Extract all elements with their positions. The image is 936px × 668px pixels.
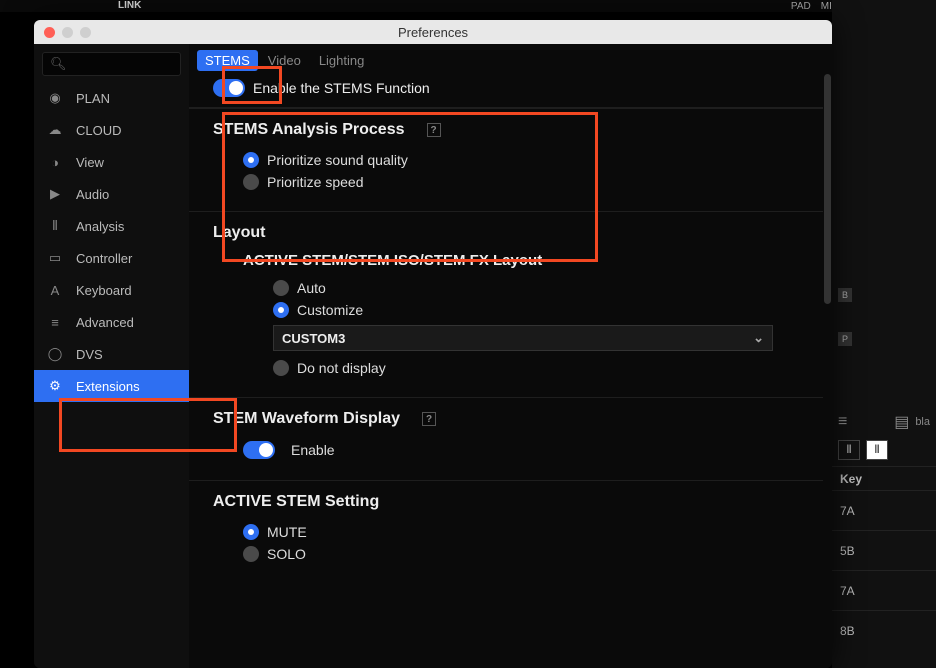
section-waveform: STEM Waveform Display ? Enable [189, 397, 832, 480]
radio-quality-label: Prioritize sound quality [267, 152, 408, 168]
radio-none[interactable] [273, 360, 289, 376]
dvs-icon: ◯ [46, 346, 64, 362]
analysis-title: STEMS Analysis Process [213, 121, 405, 139]
section-active-stem: ACTIVE STEM Setting MUTE SOLO [189, 480, 832, 583]
analysis-icon: ⦀ [46, 218, 64, 234]
scrollbar-thumb[interactable] [824, 74, 831, 304]
preferences-main: STEMSVideoLighting Enable the STEMS Func… [189, 44, 832, 668]
sidebar-item-advanced[interactable]: ≡ Advanced [34, 306, 189, 338]
sidebar-item-cloud[interactable]: ☁ CLOUD [34, 114, 189, 146]
preferences-dialog: Preferences 🔍︎ ◉ PLAN ☁ CLOUD ◑ View ▶ Audio ⦀ An… [34, 20, 832, 668]
section-layout: Layout ACTIVE STEM/STEM ISO/STEM FX Layo… [189, 211, 832, 397]
sidebar-item-label: Controller [76, 251, 132, 266]
tab-lighting[interactable]: Lighting [311, 50, 373, 71]
sidebar-item-extensions[interactable]: ⚙ Extensions [34, 370, 189, 402]
marker-b: B [838, 288, 852, 302]
audio-icon: ▶ [46, 186, 64, 202]
layout-title: Layout [213, 224, 808, 242]
active-setting-title: ACTIVE STEM Setting [213, 493, 808, 511]
key-row[interactable]: 8B [832, 610, 936, 650]
list-icon[interactable]: ≡ [838, 413, 847, 431]
columns-icon[interactable]: ▤ [894, 412, 909, 432]
search-container: 🔍︎ [42, 52, 181, 76]
chevron-down-icon: ⌄ [753, 330, 764, 346]
advanced-icon: ≡ [46, 315, 64, 330]
link-label: LINK [118, 0, 141, 11]
controller-icon: ▭ [46, 250, 64, 266]
sidebar-item-label: Extensions [76, 379, 140, 394]
radio-mute-label: MUTE [267, 524, 307, 540]
view-mode-a[interactable]: ⦀ [838, 440, 860, 460]
preferences-sidebar: 🔍︎ ◉ PLAN ☁ CLOUD ◑ View ▶ Audio ⦀ Analysis ▭ Contr… [34, 44, 189, 668]
sidebar-item-view[interactable]: ◑ View [34, 146, 189, 178]
key-header: Key [832, 466, 936, 490]
sidebar-item-analysis[interactable]: ⦀ Analysis [34, 210, 189, 242]
extensions-icon: ⚙ [46, 378, 64, 394]
key-row[interactable]: 7A [832, 490, 936, 530]
sidebar-item-label: DVS [76, 347, 103, 362]
sidebar-item-label: Keyboard [76, 283, 132, 298]
sidebar-item-audio[interactable]: ▶ Audio [34, 178, 189, 210]
sidebar-item-label: View [76, 155, 104, 170]
scrollbar[interactable] [823, 74, 832, 668]
pad-label: PAD [791, 1, 811, 12]
view-mode-b[interactable]: ⦀ [866, 440, 888, 460]
keyboard-icon: A [46, 283, 64, 298]
view-icon: ◑ [46, 155, 64, 170]
radio-none-label: Do not display [297, 360, 386, 376]
sidebar-item-label: PLAN [76, 91, 110, 106]
tabs: STEMSVideoLighting [189, 44, 832, 75]
maximize-icon[interactable] [80, 27, 91, 38]
custom-layout-select[interactable]: CUSTOM3 ⌄ [273, 325, 773, 351]
minimize-icon[interactable] [62, 27, 73, 38]
plan-icon: ◉ [46, 90, 64, 106]
enable-stems-toggle[interactable] [213, 79, 245, 97]
waveform-enable-toggle[interactable] [243, 441, 275, 459]
titlebar[interactable]: Preferences [34, 20, 832, 44]
sidebar-item-label: Advanced [76, 315, 134, 330]
enable-stems-label: Enable the STEMS Function [253, 80, 430, 96]
radio-customize-label: Customize [297, 302, 363, 318]
radio-auto-label: Auto [297, 280, 326, 296]
radio-customize[interactable] [273, 302, 289, 318]
help-icon[interactable]: ? [422, 412, 436, 426]
right-panel: B P ≡ ▤ bla ⦀ ⦀ Key 7A 5B 7A 8B [832, 0, 936, 668]
dialog-title: Preferences [34, 25, 832, 40]
radio-solo-label: SOLO [267, 546, 306, 562]
key-row[interactable]: 5B [832, 530, 936, 570]
sidebar-item-controller[interactable]: ▭ Controller [34, 242, 189, 274]
bla-label: bla [915, 416, 930, 428]
radio-solo[interactable] [243, 546, 259, 562]
sidebar-item-label: Audio [76, 187, 109, 202]
custom-layout-value: CUSTOM3 [282, 331, 345, 346]
layout-subtitle: ACTIVE STEM/STEM ISO/STEM FX Layout [243, 252, 808, 269]
waveform-enable-label: Enable [291, 442, 335, 458]
radio-auto[interactable] [273, 280, 289, 296]
close-icon[interactable] [44, 27, 55, 38]
radio-mute[interactable] [243, 524, 259, 540]
cloud-icon: ☁ [46, 122, 64, 138]
marker-p: P [838, 332, 852, 346]
sidebar-item-plan[interactable]: ◉ PLAN [34, 82, 189, 114]
radio-speed-label: Prioritize speed [267, 174, 364, 190]
help-icon[interactable]: ? [427, 123, 441, 137]
sidebar-item-label: Analysis [76, 219, 124, 234]
sidebar-item-keyboard[interactable]: A Keyboard [34, 274, 189, 306]
search-icon: 🔍︎ [50, 56, 67, 72]
sidebar-item-label: CLOUD [76, 123, 122, 138]
tab-stems[interactable]: STEMS [197, 50, 258, 71]
radio-speed[interactable] [243, 174, 259, 190]
key-row[interactable]: 7A [832, 570, 936, 610]
tab-video[interactable]: Video [260, 50, 309, 71]
sidebar-item-dvs[interactable]: ◯ DVS [34, 338, 189, 370]
radio-quality[interactable] [243, 152, 259, 168]
section-analysis: STEMS Analysis Process ? Prioritize soun… [189, 108, 832, 211]
waveform-title: STEM Waveform Display [213, 410, 400, 428]
